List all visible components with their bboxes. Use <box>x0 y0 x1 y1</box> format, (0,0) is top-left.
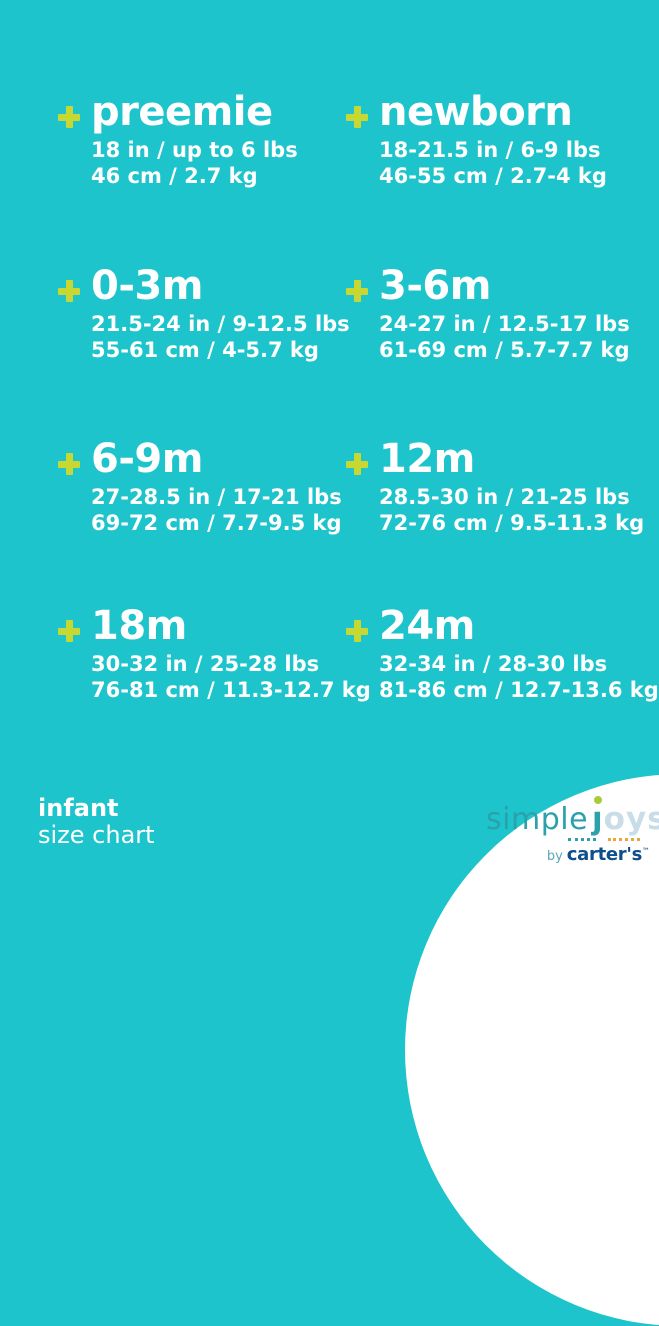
plus-icon <box>346 453 368 475</box>
size-name: 12m <box>379 436 475 482</box>
size-metric: 61-69 cm / 5.7-7.7 kg <box>379 338 630 362</box>
size-entry-24m: 24m 32-34 in / 28-30 lbs 81-86 cm / 12.7… <box>346 603 659 703</box>
size-metric: 72-76 cm / 9.5-11.3 kg <box>379 511 645 535</box>
size-metric: 76-81 cm / 11.3-12.7 kg <box>91 678 371 702</box>
size-imperial: 18-21.5 in / 6-9 lbs <box>379 138 601 162</box>
size-imperial: 21.5-24 in / 9-12.5 lbs <box>91 312 350 336</box>
size-imperial: 27-28.5 in / 17-21 lbs <box>91 485 342 509</box>
chart-subtitle: size chart <box>38 821 155 849</box>
size-imperial: 28.5-30 in / 21-25 lbs <box>379 485 630 509</box>
plus-icon <box>58 280 80 302</box>
plus-icon <box>346 106 368 128</box>
trademark-symbol: ™ <box>642 846 650 856</box>
plus-icon <box>58 106 80 128</box>
size-entry-18m: 18m 30-32 in / 25-28 lbs 76-81 cm / 11.3… <box>58 603 371 703</box>
size-name: 0-3m <box>91 263 203 309</box>
size-imperial: 24-27 in / 12.5-17 lbs <box>379 312 630 336</box>
brand-logo: simple ȷoys by carter's™ <box>486 796 659 865</box>
size-entry-6-9m: 6-9m 27-28.5 in / 17-21 lbs 69-72 cm / 7… <box>58 436 342 536</box>
dots-teal-icon <box>568 838 596 841</box>
plus-icon <box>58 453 80 475</box>
size-entry-text: 6-9m 27-28.5 in / 17-21 lbs 69-72 cm / 7… <box>91 436 342 536</box>
plus-icon <box>346 620 368 642</box>
size-entry-text: 12m 28.5-30 in / 21-25 lbs 72-76 cm / 9.… <box>379 436 645 536</box>
size-entry-3-6m: 3-6m 24-27 in / 12.5-17 lbs 61-69 cm / 5… <box>346 263 630 363</box>
logo-underline-dots <box>568 838 650 841</box>
size-entry-preemie: preemie 18 in / up to 6 lbs 46 cm / 2.7 … <box>58 89 298 189</box>
byline-brand: carter's <box>566 844 643 865</box>
size-entry-text: 3-6m 24-27 in / 12.5-17 lbs 61-69 cm / 5… <box>379 263 630 363</box>
size-imperial: 18 in / up to 6 lbs <box>91 138 298 162</box>
size-metric: 46-55 cm / 2.7-4 kg <box>379 164 607 188</box>
plus-icon <box>58 620 80 642</box>
size-metric: 69-72 cm / 7.7-9.5 kg <box>91 511 342 535</box>
brand-logo-wordmark: simple ȷoys <box>486 796 659 837</box>
logo-letter-j: ȷ <box>592 796 604 837</box>
plus-icon <box>346 280 368 302</box>
size-name: 3-6m <box>379 263 491 309</box>
size-name: 18m <box>91 603 187 649</box>
size-imperial: 30-32 in / 25-28 lbs <box>91 652 320 676</box>
size-entry-text: preemie 18 in / up to 6 lbs 46 cm / 2.7 … <box>91 89 298 189</box>
chart-title: infant size chart <box>38 795 155 849</box>
size-metric: 81-86 cm / 12.7-13.6 kg <box>379 678 659 702</box>
green-dot-icon <box>594 796 603 804</box>
size-entry-text: newborn 18-21.5 in / 6-9 lbs 46-55 cm / … <box>379 89 607 189</box>
size-name: 6-9m <box>91 436 203 482</box>
size-name: newborn <box>379 89 573 135</box>
size-metric: 46 cm / 2.7 kg <box>91 164 258 188</box>
size-entry-text: 24m 32-34 in / 28-30 lbs 81-86 cm / 12.7… <box>379 603 659 703</box>
byline-by: by <box>546 849 563 864</box>
size-entry-0-3m: 0-3m 21.5-24 in / 9-12.5 lbs 55-61 cm / … <box>58 263 350 363</box>
logo-word-joys: ȷoys <box>592 796 659 837</box>
logo-word-simple: simple <box>486 802 589 837</box>
chart-category: infant <box>38 794 119 822</box>
size-entry-newborn: newborn 18-21.5 in / 6-9 lbs 46-55 cm / … <box>346 89 607 189</box>
size-entry-text: 18m 30-32 in / 25-28 lbs 76-81 cm / 11.3… <box>91 603 371 703</box>
size-name: 24m <box>379 603 475 649</box>
dots-orange-icon <box>608 838 640 841</box>
size-entry-12m: 12m 28.5-30 in / 21-25 lbs 72-76 cm / 9.… <box>346 436 645 536</box>
size-imperial: 32-34 in / 28-30 lbs <box>379 652 608 676</box>
size-entry-text: 0-3m 21.5-24 in / 9-12.5 lbs 55-61 cm / … <box>91 263 350 363</box>
size-name: preemie <box>91 89 273 135</box>
size-metric: 55-61 cm / 4-5.7 kg <box>91 338 319 362</box>
brand-byline: by carter's™ <box>486 844 650 865</box>
